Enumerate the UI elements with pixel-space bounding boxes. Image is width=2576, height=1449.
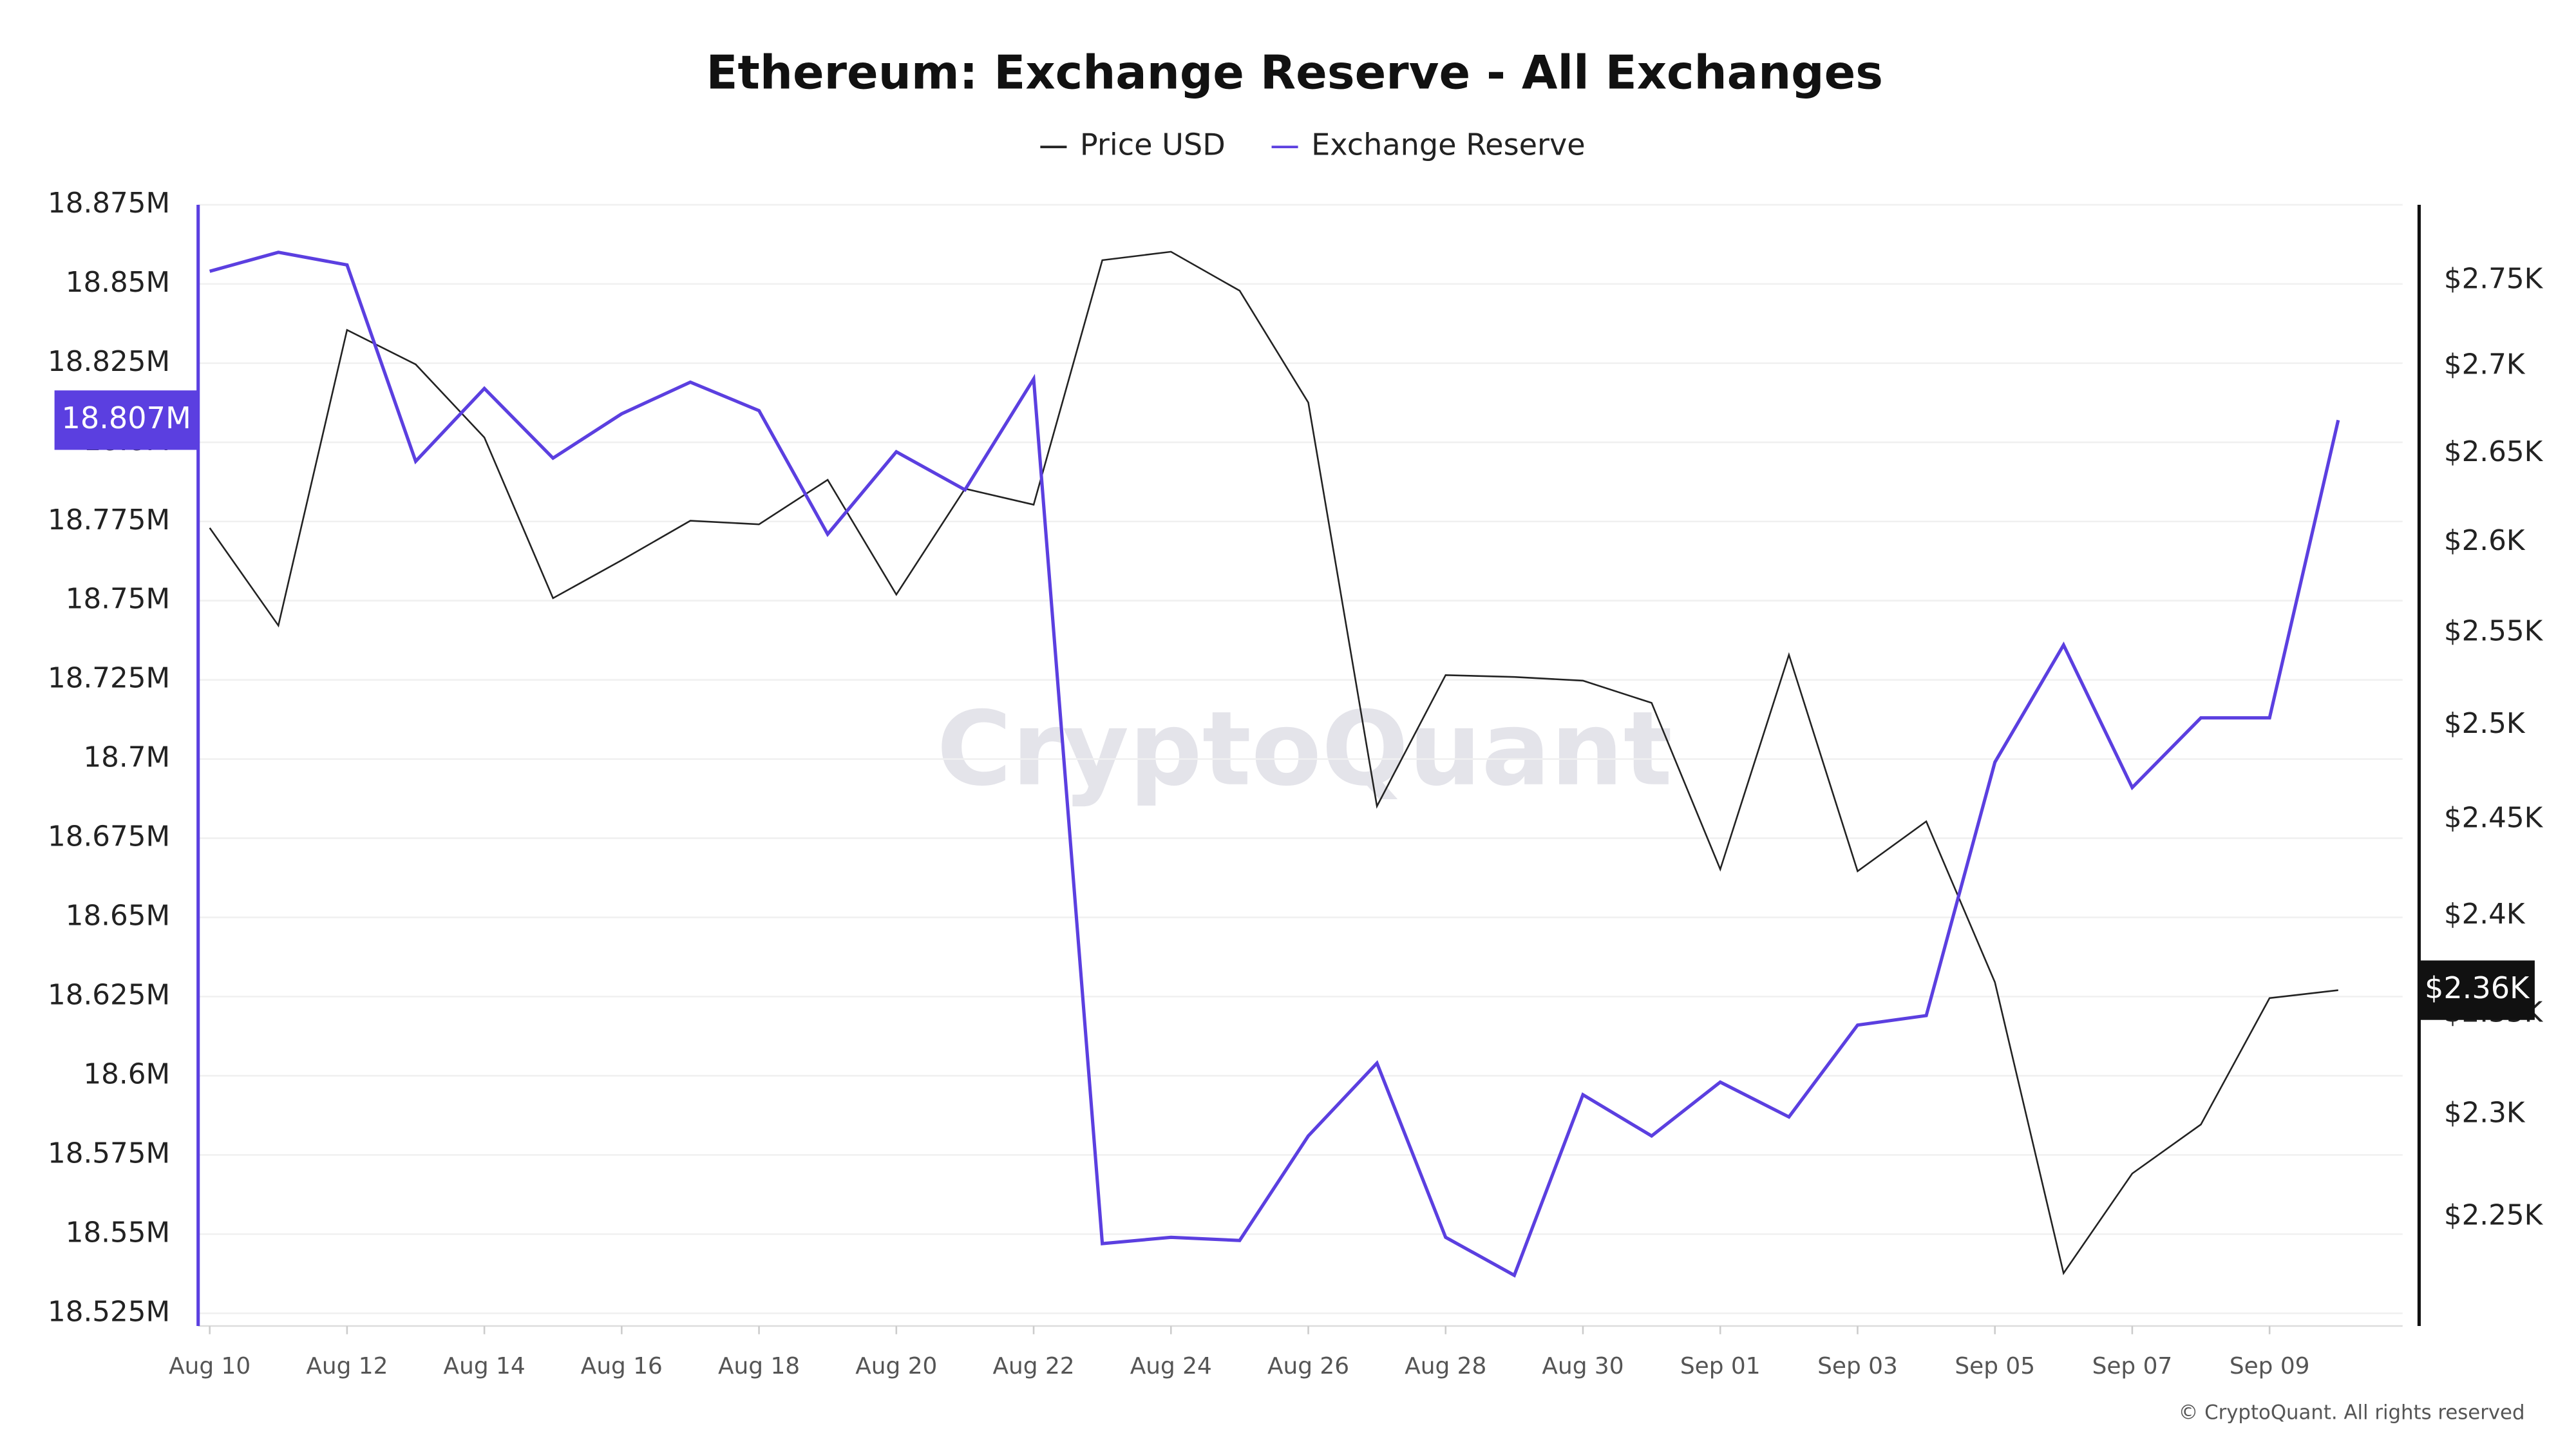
y-tick-label: 18.75M [66,583,170,616]
series-line [209,251,2338,1276]
last-value-label: $2.36K [2425,971,2530,1005]
x-tick-label: Aug 24 [1130,1353,1212,1379]
x-tick-label: Aug 20 [855,1353,937,1379]
watermark: CryptoQuant [936,690,1672,809]
last-value-tag [54,390,198,450]
x-tick-label: Aug 12 [306,1353,388,1379]
y-tick-label: 18.725M [48,663,170,695]
y2-tick-label: $2.5K [2444,708,2526,740]
y2-tick-label: $2.6K [2444,525,2526,557]
y2-tick-label: $2.7K [2444,349,2526,381]
y-tick-label: 18.875M [48,187,170,220]
x-tick-label: Aug 30 [1542,1353,1624,1379]
x-tick-label: Sep 03 [1817,1353,1898,1379]
legend-label: Price USD [1080,128,1226,162]
x-tick-label: Aug 14 [444,1353,526,1379]
y2-tick-label: $2.25K [2444,1200,2544,1232]
x-tick-label: Sep 09 [2230,1353,2310,1379]
y2-tick-label: $2.45K [2444,802,2544,835]
y2-tick-label: $2.55K [2444,616,2544,648]
series-line [209,251,2340,1278]
y-tick-label: 18.65M [66,900,170,933]
y2-tick-label: $2.4K [2444,898,2526,931]
legend-label: Exchange Reserve [1311,128,1586,162]
y2-tick-label: $2.75K [2444,263,2544,296]
x-tick-label: Aug 18 [718,1353,800,1379]
x-tick-label: Sep 05 [1955,1353,2035,1379]
y-tick-label: 18.775M [48,504,170,536]
x-tick-label: Aug 26 [1267,1353,1349,1379]
copyright: © CryptoQuant. All rights reserved [2179,1401,2525,1424]
y-tick-label: 18.675M [48,821,170,853]
y-tick-label: 18.6M [83,1058,170,1090]
y-tick-label: 18.85M [66,267,170,299]
y2-tick-label: $2.65K [2444,436,2544,468]
x-tick-label: Aug 28 [1405,1353,1486,1379]
y-tick-label: 18.575M [48,1137,170,1170]
last-value-tag [2419,960,2535,1020]
y-tick-label: 18.825M [48,346,170,378]
x-tick-label: Aug 16 [581,1353,663,1379]
y-tick-label: 18.7M [83,742,170,774]
last-value-label: 18.807M [62,401,191,435]
chart-title: Ethereum: Exchange Reserve - All Exchang… [706,45,1883,99]
x-tick-label: Aug 10 [169,1353,251,1379]
x-tick-label: Sep 01 [1680,1353,1761,1379]
y-tick-label: 18.525M [48,1296,170,1328]
x-tick-label: Aug 22 [992,1353,1074,1379]
x-tick-label: Sep 07 [2092,1353,2173,1379]
y2-tick-label: $2.3K [2444,1097,2526,1129]
y-tick-label: 18.55M [66,1217,170,1249]
y-tick-label: 18.625M [48,979,170,1011]
